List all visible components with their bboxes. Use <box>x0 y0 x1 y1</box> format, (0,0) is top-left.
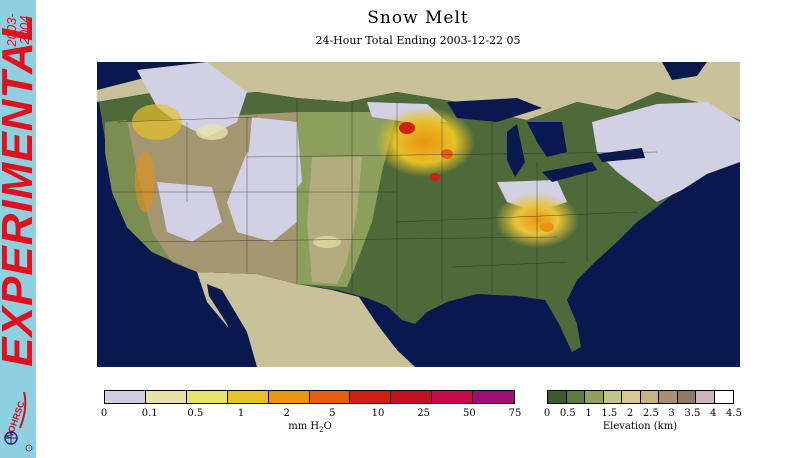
elevation-legend-bar <box>547 390 734 404</box>
nohrsc-logo: NOHRSC <box>2 388 34 454</box>
melt-tick-label: 0.1 <box>141 408 158 419</box>
melt-tick-label: 0.5 <box>187 408 204 419</box>
great-lakes <box>447 98 645 182</box>
melt-swatch <box>391 391 433 403</box>
melt-tick-label: 50 <box>462 408 476 419</box>
page-title: Snow Melt <box>367 8 469 28</box>
elevation-tick-label: 2.5 <box>642 408 659 419</box>
elevation-swatch <box>585 391 604 403</box>
elevation-swatch <box>659 391 678 403</box>
melt-swatch <box>186 391 228 403</box>
melt-tick-label: 5 <box>329 408 336 419</box>
experimental-banner: 2003- 2004 EXPERIMENTAL NOHRSC <box>0 0 36 458</box>
gulf-of-california <box>207 284 257 367</box>
elevation-tick-label: 2 <box>626 408 634 419</box>
melt-areas <box>132 104 579 248</box>
elevation-swatch <box>696 391 715 403</box>
elevation-swatch <box>640 391 659 403</box>
melt-swatch <box>145 391 187 403</box>
elevation-legend-title: Elevation (km) <box>602 421 678 432</box>
elevation-tick-label: 3 <box>668 408 675 419</box>
melt-legend-unit: mm H2O <box>288 421 332 434</box>
melt-swatch <box>268 391 310 403</box>
melt-unit-sub: 2 <box>319 426 324 434</box>
elevation-swatch <box>622 391 641 403</box>
melt-tick-label: 75 <box>508 408 522 419</box>
melt-tick-label: 25 <box>417 408 431 419</box>
melt-legend-bar <box>104 390 515 404</box>
high-plains <box>307 157 362 284</box>
melt-swatch <box>309 391 351 403</box>
elevation-swatch <box>548 391 567 403</box>
elevation-tick-label: 0 <box>543 408 551 419</box>
elevation-tick-label: 1.5 <box>601 408 618 419</box>
melt-tick-label: 10 <box>371 408 385 419</box>
canada-land <box>97 62 740 122</box>
west-coast-lowland <box>105 120 197 272</box>
melt-swatch <box>105 391 146 403</box>
elevation-swatch <box>603 391 622 403</box>
hudson-bay <box>662 62 707 80</box>
mexico-land <box>197 272 415 367</box>
elevation-swatch <box>566 391 585 403</box>
elevation-tick-label: 4.5 <box>726 408 742 419</box>
melt-swatch <box>350 391 392 403</box>
melt-swatch <box>432 391 474 403</box>
elevation-tick-label: 1 <box>585 408 592 419</box>
snow-melt-map <box>97 62 740 367</box>
experimental-label: EXPERIMENTAL <box>0 13 36 367</box>
melt-tick-label: 2 <box>283 408 290 419</box>
melt-swatch <box>227 391 269 403</box>
elevation-swatch <box>677 391 696 403</box>
state-boundaries <box>112 98 658 312</box>
melt-tick-label: 1 <box>237 408 245 419</box>
elevation-swatch <box>714 391 733 403</box>
elevation-tick-label: 0.5 <box>559 408 576 419</box>
elevation-tick-label: 3.5 <box>684 408 701 419</box>
melt-unit-main: mm H <box>288 421 320 432</box>
page-subtitle: 24-Hour Total Ending 2003-12-22 05 <box>315 34 521 47</box>
melt-tick-label: 0 <box>100 408 108 419</box>
elevation-tick-label: 4 <box>710 408 717 419</box>
melt-swatch <box>473 391 515 403</box>
melt-unit-end: O <box>323 421 332 432</box>
